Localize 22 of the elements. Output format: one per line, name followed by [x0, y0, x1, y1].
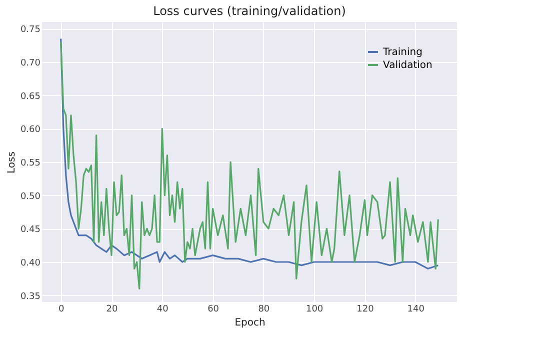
x-tick-label: 100 [306, 304, 324, 314]
y-axis-title: Loss [6, 152, 18, 174]
x-tick-label: 20 [106, 304, 118, 314]
x-tick-label: 120 [356, 304, 374, 314]
y-tick-label: 0.45 [20, 225, 40, 236]
x-tick-label: 60 [208, 304, 220, 314]
y-tick-label: 0.65 [20, 92, 40, 102]
x-axis-title: Epoch [234, 318, 266, 328]
x-tick-label: 40 [156, 304, 169, 314]
y-tick-label: 0.70 [20, 58, 41, 68]
y-tick-label: 0.75 [20, 25, 40, 36]
legend-label: Validation [383, 60, 432, 71]
y-tick-label: 0.50 [20, 192, 41, 202]
x-tick-label: 80 [258, 304, 270, 314]
y-tick-label: 0.40 [20, 258, 41, 268]
legend-label: Training [382, 47, 422, 58]
x-tick-label: 140 [407, 304, 425, 314]
y-tick-label: 0.55 [20, 158, 40, 168]
chart-title: Loss curves (training/validation) [153, 4, 346, 18]
x-tick-label: 0 [58, 304, 64, 314]
y-tick-label: 0.60 [20, 125, 41, 136]
y-tick-label: 0.35 [20, 292, 40, 302]
